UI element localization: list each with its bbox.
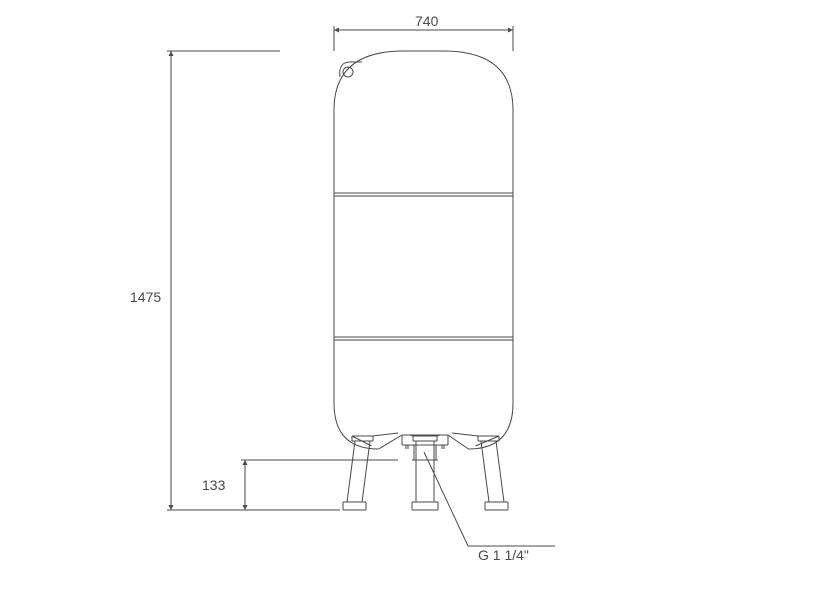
tank-top-dome: [334, 51, 513, 110]
dim-label-leg-height: 133: [202, 477, 226, 493]
leader-line-connection: [424, 452, 468, 546]
dim-label-width: 740: [415, 13, 439, 29]
tank-dimension-drawing: 740 1475 133 G 1 1/4": [0, 0, 835, 611]
dim-label-height: 1475: [130, 289, 161, 305]
tank-bottom-dome-right: [469, 403, 514, 449]
tank-bottom-dome-left: [334, 403, 379, 449]
dim-label-connection: G 1 1/4": [478, 547, 529, 563]
